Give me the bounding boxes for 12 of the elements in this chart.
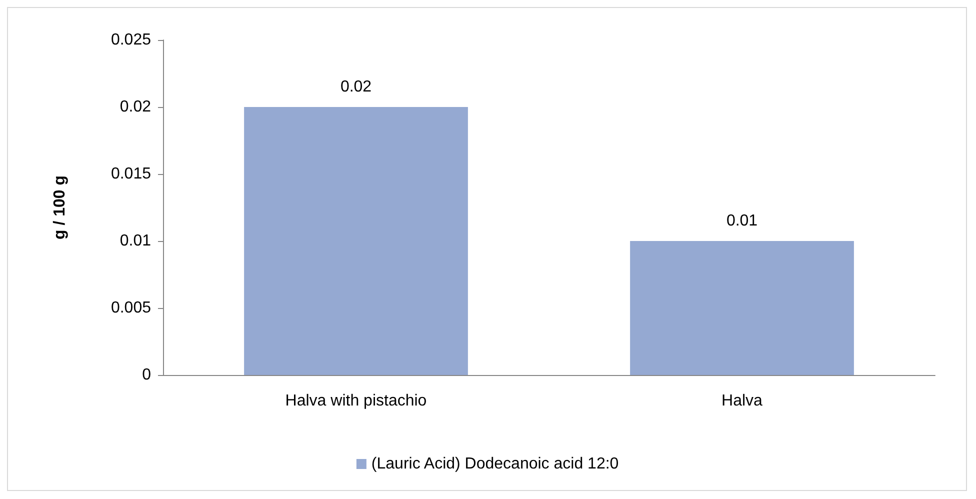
x-tick-label: Halva <box>722 392 763 410</box>
legend-label: (Lauric Acid) Dodecanoic acid 12:0 <box>371 456 619 472</box>
y-axis-title: g / 100 g <box>52 175 68 240</box>
x-tick-label: Halva with pistachio <box>285 392 427 410</box>
y-tick-label: 0.02 <box>120 98 152 116</box>
data-label: 0.02 <box>340 78 372 96</box>
data-label: 0.01 <box>726 212 758 230</box>
y-tick-label: 0.01 <box>120 232 152 250</box>
y-tick-label: 0 <box>142 366 152 384</box>
y-tick-label: 0.005 <box>110 300 152 316</box>
y-tick-label: 0.015 <box>110 166 152 182</box>
y-tick-label: 0.025 <box>110 32 152 48</box>
